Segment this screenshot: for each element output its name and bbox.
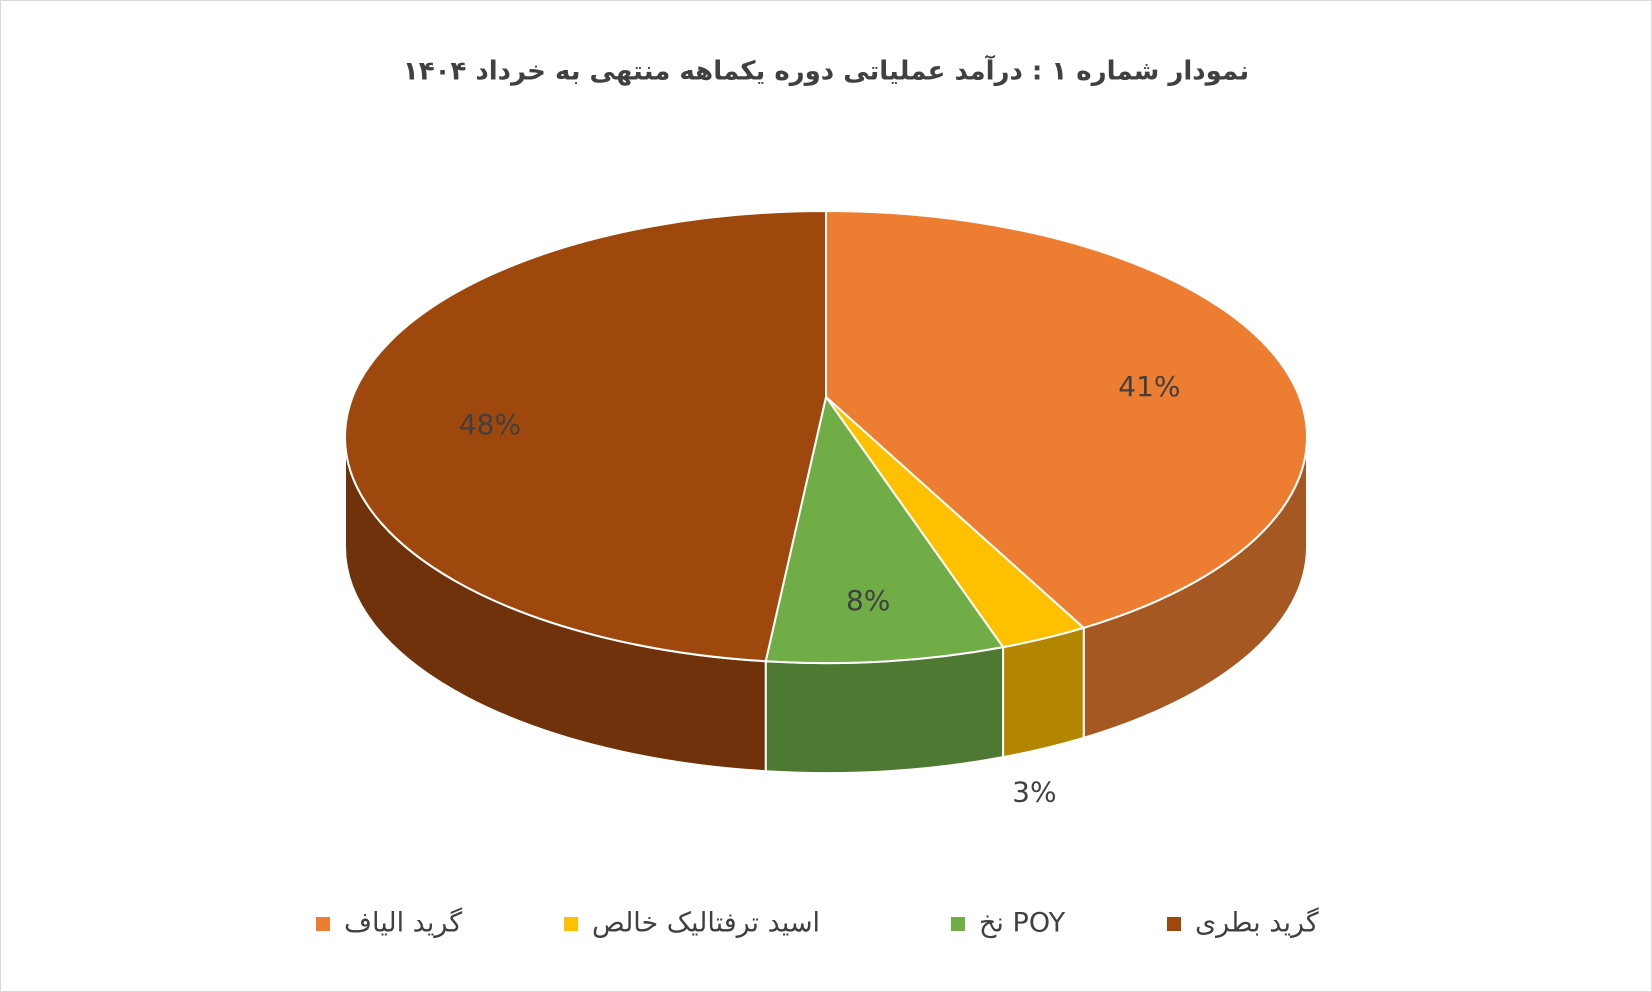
pie-slice-side <box>1002 626 1085 759</box>
data-label: 8% <box>846 584 890 617</box>
pie-slice-side <box>764 645 1005 774</box>
chart-title: نمودار شماره ۱ : درآمد عملیاتی دوره یکما… <box>403 55 1249 87</box>
pie-slice <box>825 209 1308 629</box>
data-label: 48% <box>459 408 521 441</box>
pie-slice <box>344 209 827 663</box>
legend-marker <box>951 917 965 931</box>
legend-label: گرید بطری <box>1195 907 1319 939</box>
legend-marker <box>564 917 578 931</box>
legend-marker <box>316 917 330 931</box>
data-label: 3% <box>1012 775 1056 808</box>
legend-label: اسید ترفتالیک خالص <box>592 908 820 939</box>
legend-label: گرید الیاف <box>344 907 462 939</box>
data-label: 41% <box>1118 370 1180 403</box>
legend-label: نخ POY <box>979 908 1066 939</box>
pie-slice <box>764 394 1005 664</box>
legend-marker <box>1167 917 1181 931</box>
